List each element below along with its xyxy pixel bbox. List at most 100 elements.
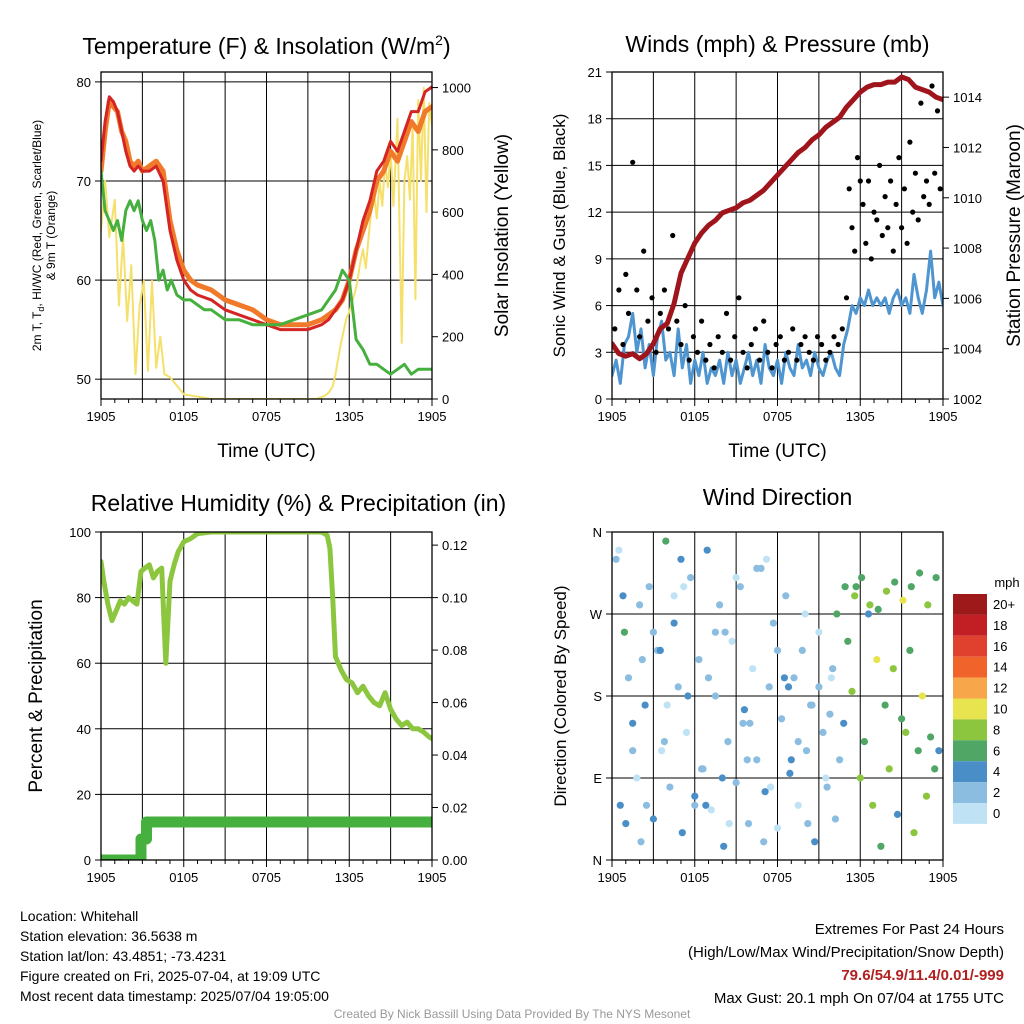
x-tick-label: 1305 — [335, 409, 364, 424]
x-tick-label: 1905 — [598, 870, 627, 885]
legend-label: 6 — [993, 743, 1000, 758]
gust-point — [670, 232, 676, 239]
direction-point — [815, 683, 823, 691]
gust-point — [794, 357, 800, 363]
direction-point — [922, 792, 931, 800]
direction-point — [885, 765, 893, 773]
series-pressure-line — [612, 74, 943, 362]
direction-point — [732, 574, 740, 582]
direction-point — [677, 555, 685, 563]
direction-point — [822, 774, 830, 782]
direction-point — [786, 769, 794, 778]
direction-point — [910, 829, 918, 837]
gust-point — [879, 232, 885, 239]
station-latlon: Station lat/lon: 43.4851; -73.4231 — [20, 948, 227, 964]
gust-point — [937, 186, 943, 192]
y-tick-label: S — [593, 689, 602, 704]
station-info: Location: Whitehall Station elevation: 3… — [20, 906, 329, 1006]
plot-frame — [611, 71, 944, 400]
direction-point — [881, 701, 889, 709]
gust-point — [699, 318, 705, 324]
direction-point — [773, 824, 782, 832]
temperature-panel: 1905 0105 0705 1305 190550607080020040060080… — [30, 32, 513, 462]
gust-point — [798, 341, 804, 348]
y2-tick-label: 400 — [442, 267, 464, 282]
ylabel-c: , HI/WC (Red, Green, Scarlet/Blue) — [30, 120, 44, 307]
direction-point — [765, 683, 773, 691]
direction-point — [851, 592, 859, 600]
wind-panel: 1905 0105 0705 1305 1905 0 3 6 9 12 15 18 21 1002 1004… — [550, 31, 1024, 462]
gust-point — [901, 186, 908, 192]
direction-point — [902, 728, 910, 737]
direction-point — [740, 706, 749, 714]
plot-frame — [100, 531, 433, 861]
gust-point — [888, 178, 894, 184]
legend-swatch — [953, 635, 987, 657]
gust-point — [918, 100, 924, 106]
direction-point — [836, 756, 844, 764]
direction-point — [780, 674, 789, 682]
direction-point — [638, 656, 646, 664]
y-tick-label: 80 — [77, 75, 91, 90]
direction-point — [753, 756, 761, 764]
direction-point — [674, 683, 682, 691]
direction-point — [877, 842, 885, 850]
wind-series — [612, 74, 943, 385]
gust-point — [674, 318, 680, 324]
direction-point — [794, 738, 802, 746]
gust-point — [854, 155, 861, 161]
gust-point — [907, 139, 913, 145]
direction-point — [829, 665, 837, 673]
recent-data-timestamp: Most recent data timestamp: 2025/07/04 1… — [20, 988, 329, 1004]
direction-point — [636, 601, 644, 609]
y-tick-label: N — [593, 525, 602, 540]
direction-point — [866, 601, 874, 609]
gust-point — [857, 178, 863, 184]
x-tick-label: 1905 — [87, 870, 116, 885]
ylabel-a: 2m T, T — [30, 311, 44, 351]
gust-point — [865, 178, 872, 184]
temperature-ylabel-line2: & 9m T (Orange) — [44, 191, 58, 281]
y2-tick-label: 200 — [442, 330, 464, 345]
direction-point — [918, 692, 926, 700]
gust-point — [810, 357, 817, 363]
gust-point — [874, 217, 880, 223]
gust-point — [896, 155, 902, 161]
direction-point — [932, 574, 940, 582]
gust-point — [757, 357, 763, 363]
direction-points — [612, 537, 943, 850]
y2-tick-label: 0.02 — [442, 801, 467, 816]
direction-point — [739, 719, 747, 727]
humidity-series — [101, 532, 432, 860]
direction-point — [658, 747, 666, 755]
y2-tick-label: 1014 — [953, 90, 982, 105]
gust-point — [835, 341, 841, 348]
direction-point — [831, 815, 840, 823]
y-tick-label: 100 — [69, 525, 91, 540]
gust-point — [661, 287, 668, 293]
gust-point — [923, 178, 930, 184]
figure-created: Figure created on Fri, 2025-07-04, at 19… — [20, 968, 321, 984]
direction-point — [711, 628, 720, 636]
y2-tick-label: 800 — [442, 143, 464, 158]
y-tick-label: 80 — [77, 591, 91, 606]
gust-point — [814, 334, 821, 340]
direction-point — [858, 574, 866, 582]
ylabel-sub: d — [36, 307, 46, 312]
y2-tick-label: 0 — [442, 392, 449, 407]
legend-label: 18 — [993, 618, 1007, 633]
gust-point — [802, 334, 808, 340]
direction-point — [804, 820, 812, 828]
gust-point — [863, 240, 869, 246]
gust-point — [694, 349, 701, 355]
gust-point — [761, 318, 767, 324]
direction-point — [619, 592, 627, 600]
direction-point — [744, 820, 753, 828]
legend-swatch — [953, 594, 987, 615]
direction-point — [620, 628, 629, 636]
y2-tick-label: 1008 — [953, 241, 982, 256]
gust-point — [790, 326, 796, 332]
legend-swatch — [953, 761, 987, 783]
humidity-ylabel: Percent & Precipitation — [26, 599, 47, 792]
